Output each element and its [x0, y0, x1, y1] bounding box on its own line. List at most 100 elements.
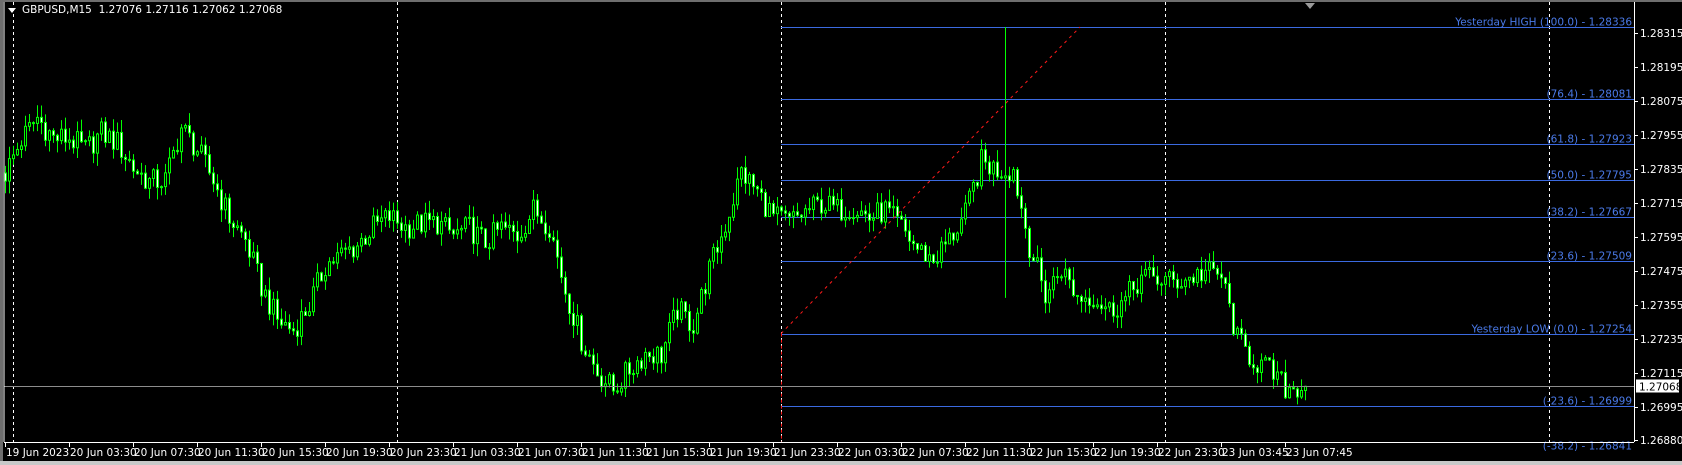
- bull-candle: [456, 229, 459, 235]
- bull-candle: [960, 218, 963, 234]
- bull-candle: [88, 136, 91, 142]
- fib-level-label: (-38.2) - 1.26841: [1543, 441, 1632, 453]
- bull-candle: [48, 130, 51, 141]
- time-tick-label: 20 Jun 11:30: [198, 447, 265, 459]
- bull-candle: [1188, 276, 1191, 281]
- bear-candle: [1136, 289, 1139, 294]
- bear-candle: [628, 362, 631, 375]
- bear-candle: [1220, 273, 1223, 279]
- bear-candle: [408, 224, 411, 239]
- bear-candle: [1268, 357, 1271, 361]
- bear-candle: [1292, 386, 1295, 390]
- bull-candle: [500, 221, 503, 230]
- bear-candle: [584, 350, 587, 356]
- price-axis[interactable]: 1.28315 1.28195 1.28075 1.27955 1.27835 1.277…: [1634, 28, 1682, 447]
- bull-candle: [1084, 297, 1087, 302]
- bear-candle: [544, 222, 547, 235]
- bear-candle: [560, 256, 563, 278]
- bear-candle: [124, 156, 127, 160]
- bear-candle: [208, 154, 211, 174]
- bull-candle: [956, 232, 959, 241]
- bull-candle: [1124, 296, 1127, 302]
- time-tick-label: 22 Jun 03:30: [838, 447, 905, 459]
- bear-candle: [188, 125, 191, 134]
- bull-candle: [16, 148, 19, 156]
- bear-candle: [1228, 283, 1231, 304]
- bull-candle: [416, 214, 419, 230]
- bear-candle: [400, 222, 403, 231]
- bear-candle: [56, 134, 59, 142]
- bear-candle: [784, 210, 787, 214]
- bull-candle: [992, 161, 995, 175]
- bear-candle: [1244, 333, 1247, 347]
- bear-candle: [760, 188, 763, 193]
- bull-candle: [1208, 261, 1211, 271]
- bear-candle: [280, 318, 283, 326]
- bear-candle: [900, 215, 903, 220]
- bear-candle: [688, 310, 691, 332]
- bear-candle: [1016, 169, 1019, 197]
- bull-candle: [1144, 268, 1147, 276]
- bear-candle: [1200, 268, 1203, 282]
- bull-candle: [224, 197, 227, 211]
- bear-candle: [1044, 280, 1047, 304]
- bear-candle: [944, 241, 947, 245]
- bear-candle: [268, 289, 271, 315]
- bull-candle: [508, 224, 511, 228]
- bull-candle: [964, 202, 967, 220]
- bull-candle: [636, 360, 639, 375]
- time-tick-label: 21 Jun 23:30: [774, 447, 841, 459]
- time-tick-label: 20 Jun 19:30: [326, 447, 393, 459]
- bear-candle: [512, 224, 515, 233]
- chart-title: GBPUSD,M15 1.27076 1.27116 1.27062 1.270…: [8, 4, 282, 16]
- bull-candle: [812, 196, 815, 211]
- time-tick-label: 20 Jun 15:30: [262, 447, 329, 459]
- bull-candle: [116, 131, 119, 150]
- bull-candle: [852, 217, 855, 220]
- bear-candle: [388, 210, 391, 222]
- bull-candle: [680, 301, 683, 320]
- bear-candle: [1032, 257, 1035, 262]
- bear-candle: [716, 247, 719, 253]
- bear-candle: [364, 237, 367, 245]
- bull-candle: [1128, 281, 1131, 298]
- bear-candle: [1156, 275, 1159, 285]
- bull-candle: [1204, 269, 1207, 282]
- bear-candle: [504, 221, 507, 228]
- bull-candle: [432, 216, 435, 221]
- time-tick-label: 22 Jun 19:30: [1094, 447, 1161, 459]
- menu-triangle-icon[interactable]: [8, 7, 16, 13]
- bear-candle: [1068, 268, 1071, 281]
- price-tick-label: 1.27475: [1640, 266, 1682, 278]
- price-tick-label: 1.27835: [1640, 164, 1682, 176]
- chart-shift-marker-icon[interactable]: [1305, 3, 1315, 9]
- bear-candle: [320, 272, 323, 282]
- bear-candle: [660, 346, 663, 364]
- bull-candle: [860, 210, 863, 216]
- bull-candle: [1276, 371, 1279, 380]
- bull-candle: [724, 231, 727, 238]
- bear-candle: [840, 199, 843, 221]
- bear-candle: [692, 330, 695, 334]
- bull-candle: [20, 145, 23, 150]
- bear-candle: [808, 208, 811, 211]
- bull-candle: [948, 232, 951, 245]
- bear-candle: [1160, 283, 1163, 286]
- fib-level-label: (38.2) - 1.27667: [1547, 207, 1632, 219]
- bear-candle: [332, 261, 335, 264]
- bull-candle: [892, 206, 895, 209]
- fibonacci-levels[interactable]: Yesterday HIGH (100.0) - 1.28336 (76.4) -…: [781, 17, 1634, 453]
- price-tick-label: 1.27955: [1640, 130, 1682, 142]
- bear-candle: [1272, 359, 1275, 380]
- bear-candle: [480, 226, 483, 230]
- time-tick-label: 21 Jun 03:30: [454, 447, 521, 459]
- bull-candle: [936, 261, 939, 264]
- bear-candle: [984, 149, 987, 163]
- bull-candle: [1104, 306, 1107, 310]
- time-tick-label: 22 Jun 15:30: [1030, 447, 1097, 459]
- bear-candle: [420, 214, 423, 233]
- bear-candle: [912, 240, 915, 245]
- bear-candle: [352, 246, 355, 258]
